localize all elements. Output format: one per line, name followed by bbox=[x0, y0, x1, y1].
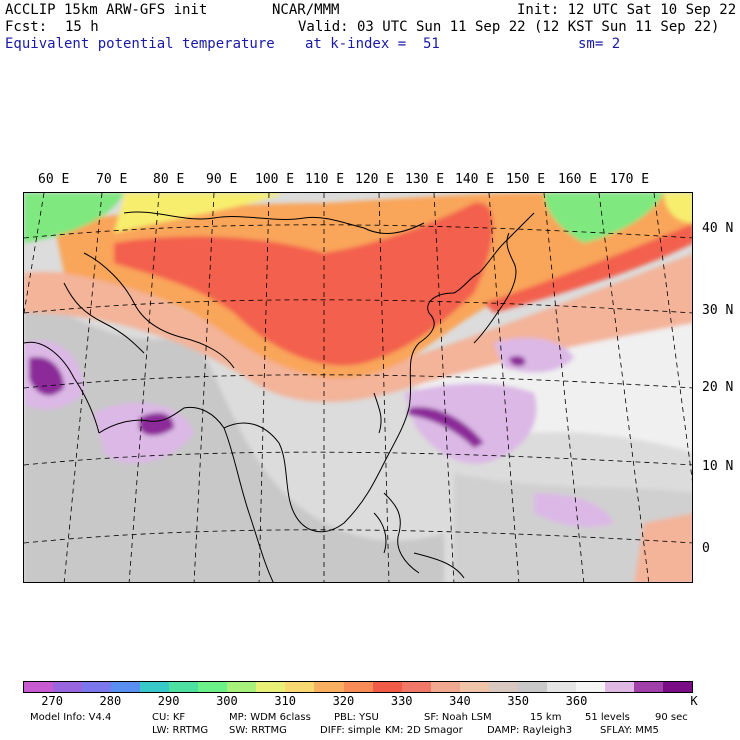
footer-resolution: 15 km bbox=[530, 712, 562, 723]
colorbar-segment bbox=[198, 682, 228, 692]
colorbar-segment bbox=[663, 682, 693, 692]
footer-diff: DIFF: simple bbox=[320, 725, 381, 736]
colorbar-segment bbox=[488, 682, 518, 692]
colorbar-segment bbox=[343, 682, 373, 692]
colorbar-tick-label: 270 bbox=[41, 694, 63, 708]
lavender-region-typhoon bbox=[404, 383, 537, 464]
latitude-label: 0 bbox=[702, 541, 710, 556]
latitude-label: 30 N bbox=[702, 303, 734, 318]
red-band-pacific bbox=[484, 223, 692, 313]
footer-lw: LW: RRTMG bbox=[152, 725, 209, 736]
salmon-region-southeast bbox=[634, 513, 692, 582]
longitude-label: 100 E bbox=[255, 172, 295, 187]
longitude-label: 130 E bbox=[405, 172, 445, 187]
colorbar-tick-label: 310 bbox=[274, 694, 297, 708]
colorbar-segment bbox=[227, 682, 257, 692]
model-title: ACCLIP 15km ARW-GFS init bbox=[5, 2, 208, 18]
footer-damp: DAMP: Rayleigh3 bbox=[487, 725, 573, 736]
colorbar-segment bbox=[372, 682, 402, 692]
colorbar-segment bbox=[140, 682, 170, 692]
longitude-label: 140 E bbox=[455, 172, 495, 187]
colorbar-segment bbox=[53, 682, 83, 692]
colorbar-tick-label: 280 bbox=[99, 694, 122, 708]
longitude-label: 60 E bbox=[38, 172, 70, 187]
colorbar-segment bbox=[314, 682, 344, 692]
colorbar-segment bbox=[401, 682, 431, 692]
purple-region-arabian-sea bbox=[29, 357, 64, 396]
colorbar-segment bbox=[430, 682, 460, 692]
latitude-label: 10 N bbox=[702, 459, 734, 474]
footer-cu: CU: KF bbox=[152, 712, 186, 723]
map-panel bbox=[23, 192, 693, 583]
valid-time: Valid: 03 UTC Sun 11 Sep 22 (12 KST Sun … bbox=[298, 19, 720, 35]
purple-region-bay-of-bengal bbox=[139, 412, 174, 436]
coastlines-and-borders bbox=[24, 211, 535, 582]
colorbar-segment bbox=[459, 682, 489, 692]
purple-spot-east bbox=[509, 355, 526, 367]
colorbar-tick-label: 360 bbox=[565, 694, 588, 708]
footer-pbl: PBL: YSU bbox=[334, 712, 379, 723]
footer-mp: MP: WDM 6class bbox=[229, 712, 311, 723]
longitude-label: 170 E bbox=[610, 172, 650, 187]
colorbar-tick-label: 350 bbox=[507, 694, 530, 708]
colorbar-tick-label: 330 bbox=[390, 694, 413, 708]
colorbar-segment bbox=[517, 682, 547, 692]
forecast-label: Fcst: bbox=[5, 19, 48, 35]
footer-sflay: SFLAY: MM5 bbox=[600, 725, 659, 736]
longitude-label: 90 E bbox=[206, 172, 238, 187]
colorbar bbox=[23, 681, 693, 693]
colorbar-segment bbox=[546, 682, 576, 692]
latitude-label: 20 N bbox=[702, 380, 734, 395]
longitude-label: 110 E bbox=[305, 172, 345, 187]
footer-sf: SF: Noah LSM bbox=[424, 712, 492, 723]
lavender-region-equatorial bbox=[534, 493, 614, 528]
init-time: Init: 12 UTC Sat 10 Sep 22 bbox=[517, 2, 737, 18]
colorbar-segment bbox=[604, 682, 634, 692]
footer-levels: 51 levels bbox=[585, 712, 630, 723]
colorbar-tick-label: 290 bbox=[157, 694, 180, 708]
colorbar-segment bbox=[24, 682, 54, 692]
graticule bbox=[24, 193, 692, 582]
red-region-china bbox=[114, 202, 493, 366]
yellow-region-northeast bbox=[664, 193, 692, 223]
field-name: Equivalent potential temperature bbox=[5, 36, 275, 52]
purple-band-typhoon bbox=[409, 407, 484, 448]
gray-region-pacific bbox=[454, 473, 692, 582]
gray-region-south bbox=[24, 293, 444, 582]
footer-model-info: Model Info: V4.4 bbox=[30, 712, 112, 723]
green-region-northeast bbox=[544, 193, 664, 243]
colorbar-tick-label: 320 bbox=[332, 694, 355, 708]
longitude-label: 120 E bbox=[355, 172, 395, 187]
colorbar-segment bbox=[285, 682, 315, 692]
footer-timestep: 90 sec bbox=[655, 712, 688, 723]
colorbar-unit: K bbox=[690, 694, 698, 708]
theta-e-field-map bbox=[24, 193, 692, 582]
smoothing-text: sm= 2 bbox=[578, 36, 621, 52]
longitude-label: 160 E bbox=[558, 172, 598, 187]
latitude-label: 40 N bbox=[702, 221, 734, 236]
longitude-label: 80 E bbox=[153, 172, 185, 187]
colorbar-segment bbox=[575, 682, 605, 692]
longitude-label: 150 E bbox=[506, 172, 546, 187]
footer-sw: SW: RRTMG bbox=[229, 725, 287, 736]
colorbar-segment bbox=[111, 682, 141, 692]
longitude-label: 70 E bbox=[96, 172, 128, 187]
organization-label: NCAR/MMM bbox=[272, 2, 340, 18]
colorbar-segment bbox=[256, 682, 286, 692]
colorbar-tick-label: 340 bbox=[449, 694, 471, 708]
colorbar-segment bbox=[169, 682, 199, 692]
footer-km: KM: 2D Smagor bbox=[385, 725, 463, 736]
colorbar-segment bbox=[82, 682, 112, 692]
colorbar-tick-label: 300 bbox=[216, 694, 238, 708]
colorbar-segment bbox=[633, 682, 664, 692]
green-region-northwest bbox=[24, 193, 124, 243]
level-text: at k-index = 51 bbox=[305, 36, 440, 52]
forecast-hour: 15 h bbox=[65, 19, 99, 35]
